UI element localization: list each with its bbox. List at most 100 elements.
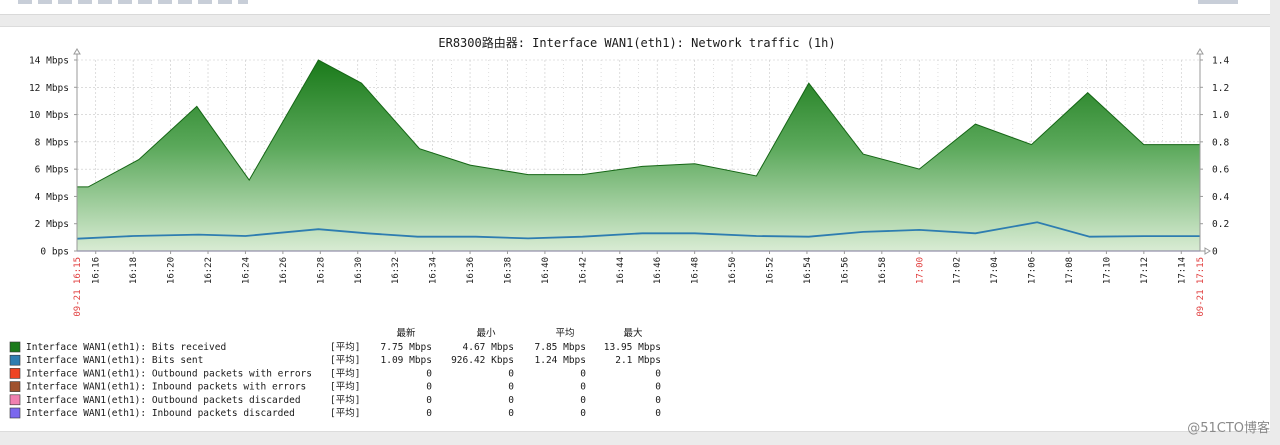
legend-func: [平均] xyxy=(330,341,360,353)
legend-value: 0 xyxy=(580,368,586,379)
legend-value: 0 xyxy=(580,382,586,393)
x-tick-label: 16:56 xyxy=(840,257,850,284)
x-tick-label: 16:28 xyxy=(316,257,326,284)
x-tick-label: 16:36 xyxy=(466,257,476,284)
x-tick-label: 16:32 xyxy=(391,257,401,284)
y-tick-label-left: 2 Mbps xyxy=(35,219,69,230)
y-tick-label-left: 10 Mbps xyxy=(29,110,69,121)
x-tick-label: 16:58 xyxy=(878,257,888,284)
legend-value: 0 xyxy=(580,408,586,419)
legend-value: 0 xyxy=(580,395,586,406)
y-tick-label-right: 1.4 xyxy=(1212,56,1229,67)
legend-label: Interface WAN1(eth1): Outbound packets w… xyxy=(26,368,312,379)
legend-header: 最新 xyxy=(396,327,416,339)
x-axis-arrow xyxy=(1204,247,1211,255)
x-tick-label: 16:40 xyxy=(541,257,551,284)
legend-value: 2.1 Mbps xyxy=(615,355,661,366)
legend-func: [平均] xyxy=(330,407,360,419)
legend-value: 4.67 Mbps xyxy=(463,342,514,353)
legend-value: 0 xyxy=(426,382,432,393)
y-tick-label-right: 0.2 xyxy=(1212,219,1229,230)
x-tick-label: 16:22 xyxy=(204,257,214,284)
x-start-label: 09-21 16:15 xyxy=(73,257,83,317)
x-tick-label: 16:48 xyxy=(691,257,701,284)
legend-value: 0 xyxy=(426,408,432,419)
legend-func: [平均] xyxy=(330,381,360,393)
legend-value: 0 xyxy=(426,395,432,406)
x-tick-label: 16:18 xyxy=(129,257,139,284)
y-tick-label-right: 1.2 xyxy=(1212,83,1229,94)
previous-panel-strip xyxy=(0,0,1270,15)
legend-swatch xyxy=(9,394,21,406)
y-tick-label-left: 12 Mbps xyxy=(29,83,69,94)
y-tick-label-right: 0.6 xyxy=(1212,165,1229,176)
y-axis-left-arrow xyxy=(73,48,81,55)
legend-value: 7.85 Mbps xyxy=(535,342,586,353)
y-tick-label-left: 4 Mbps xyxy=(35,192,69,203)
x-tick-label: 17:14 xyxy=(1177,257,1187,284)
x-tick-label: 17:12 xyxy=(1140,257,1150,284)
y-tick-label-right: 0 xyxy=(1212,247,1218,258)
x-tick-label: 16:34 xyxy=(429,257,439,284)
legend-swatch xyxy=(9,407,21,419)
y-tick-label-right: 0.4 xyxy=(1212,192,1229,203)
legend-label: Interface WAN1(eth1): Bits received xyxy=(26,342,226,353)
x-tick-label: 17:06 xyxy=(1028,257,1038,284)
x-tick-label: 16:20 xyxy=(167,257,177,284)
legend-func: [平均] xyxy=(330,354,360,366)
x-tick-label: 17:00 xyxy=(915,257,925,284)
y-axis-right-arrow xyxy=(1196,48,1204,55)
series-line-bits-sent xyxy=(76,221,1200,240)
legend-value: 0 xyxy=(508,368,514,379)
x-tick-label: 16:38 xyxy=(503,257,513,284)
x-tick-label: 16:30 xyxy=(354,257,364,284)
y-tick-label-left: 8 Mbps xyxy=(35,137,69,148)
legend-value: 0 xyxy=(655,368,661,379)
legend-value: 0 xyxy=(508,408,514,419)
legend-value: 1.24 Mbps xyxy=(535,355,586,366)
y-tick-label-right: 0.8 xyxy=(1212,137,1229,148)
series-line-bits-received xyxy=(77,59,1200,188)
x-tick-label: 17:08 xyxy=(1065,257,1075,284)
legend-func: [平均] xyxy=(330,367,360,379)
legend-value: 0 xyxy=(508,382,514,393)
x-tick-label: 16:44 xyxy=(616,257,626,284)
axes: 0 bps 2 Mbps 4 Mbps 6 Mbps 8 Mbps 10 Mbps 12 M… xyxy=(29,48,1229,317)
legend-value: 0 xyxy=(655,395,661,406)
previous-panel-links[interactable] xyxy=(18,0,248,4)
y-tick-label-left: 6 Mbps xyxy=(35,165,69,176)
legend-label: Interface WAN1(eth1): Inbound packets di… xyxy=(26,408,295,419)
x-tick-label: 16:54 xyxy=(803,257,813,284)
y-tick-label-left: 14 Mbps xyxy=(29,56,69,67)
x-tick-label: 17:04 xyxy=(990,257,1000,284)
previous-panel-link-right[interactable] xyxy=(1198,0,1238,4)
watermark: @51CTO博客 xyxy=(1187,421,1270,436)
x-tick-label: 17:10 xyxy=(1102,257,1112,284)
legend-swatch xyxy=(9,341,21,353)
x-tick-label: 16:50 xyxy=(728,257,738,284)
legend-swatch xyxy=(9,354,21,366)
legend-header: 最大 xyxy=(623,327,643,339)
legend-value: 0 xyxy=(508,395,514,406)
x-tick-label: 16:46 xyxy=(653,257,663,284)
x-tick-label: 16:52 xyxy=(766,257,776,284)
legend-value: 7.75 Mbps xyxy=(381,342,432,353)
x-tick-label: 16:16 xyxy=(92,257,102,284)
y-tick-label-left: 0 bps xyxy=(40,247,69,258)
legend-label: Interface WAN1(eth1): Outbound packets d… xyxy=(26,395,301,406)
legend-swatch xyxy=(9,381,21,392)
x-tick-label: 16:24 xyxy=(241,257,251,284)
y-tick-label-right: 1.0 xyxy=(1212,110,1229,121)
legend-value: 926.42 Kbps xyxy=(451,355,514,366)
legend-header: 平均 xyxy=(555,327,574,339)
chart-title: ER8300路由器: Interface WAN1(eth1): Network… xyxy=(438,35,835,50)
legend-value: 1.09 Mbps xyxy=(381,355,432,366)
legend: 最新 最小 平均 最大 Interface WAN1(eth1): Bits recei… xyxy=(9,327,661,419)
x-tick-label: 16:26 xyxy=(279,257,289,284)
series-area-bits-received xyxy=(77,60,1200,251)
x-end-label: 09-21 17:15 xyxy=(1196,257,1206,317)
legend-label: Interface WAN1(eth1): Inbound packets wi… xyxy=(26,382,306,393)
legend-label: Interface WAN1(eth1): Bits sent xyxy=(26,355,203,366)
legend-value: 0 xyxy=(426,368,432,379)
